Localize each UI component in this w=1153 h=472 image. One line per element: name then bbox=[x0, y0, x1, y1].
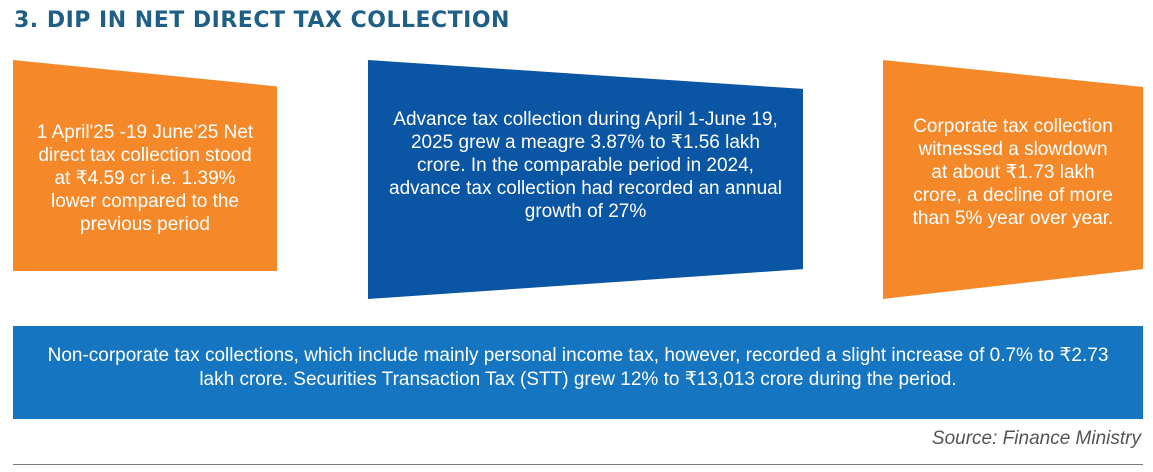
page-title: 3. DIP IN NET DIRECT TAX COLLECTION bbox=[14, 8, 510, 33]
advance-tax-text: Advance tax collection during April 1-Ju… bbox=[389, 109, 782, 222]
non-corporate-tax-text: Non-corporate tax collections, which inc… bbox=[47, 344, 1109, 390]
net-direct-tax-text: 1 April'25 -19 June'25 Net direct tax co… bbox=[36, 122, 254, 235]
source-caption: Source: Finance Ministry bbox=[931, 428, 1141, 449]
corporate-tax-panel: Corporate tax collection witnessed a slo… bbox=[883, 60, 1143, 299]
bottom-divider bbox=[13, 464, 1143, 465]
net-direct-tax-panel: 1 April'25 -19 June'25 Net direct tax co… bbox=[13, 60, 277, 271]
advance-tax-panel: Advance tax collection during April 1-Ju… bbox=[368, 60, 803, 299]
non-corporate-tax-banner: Non-corporate tax collections, which inc… bbox=[13, 326, 1143, 419]
corporate-tax-text: Corporate tax collection witnessed a slo… bbox=[912, 116, 1114, 229]
